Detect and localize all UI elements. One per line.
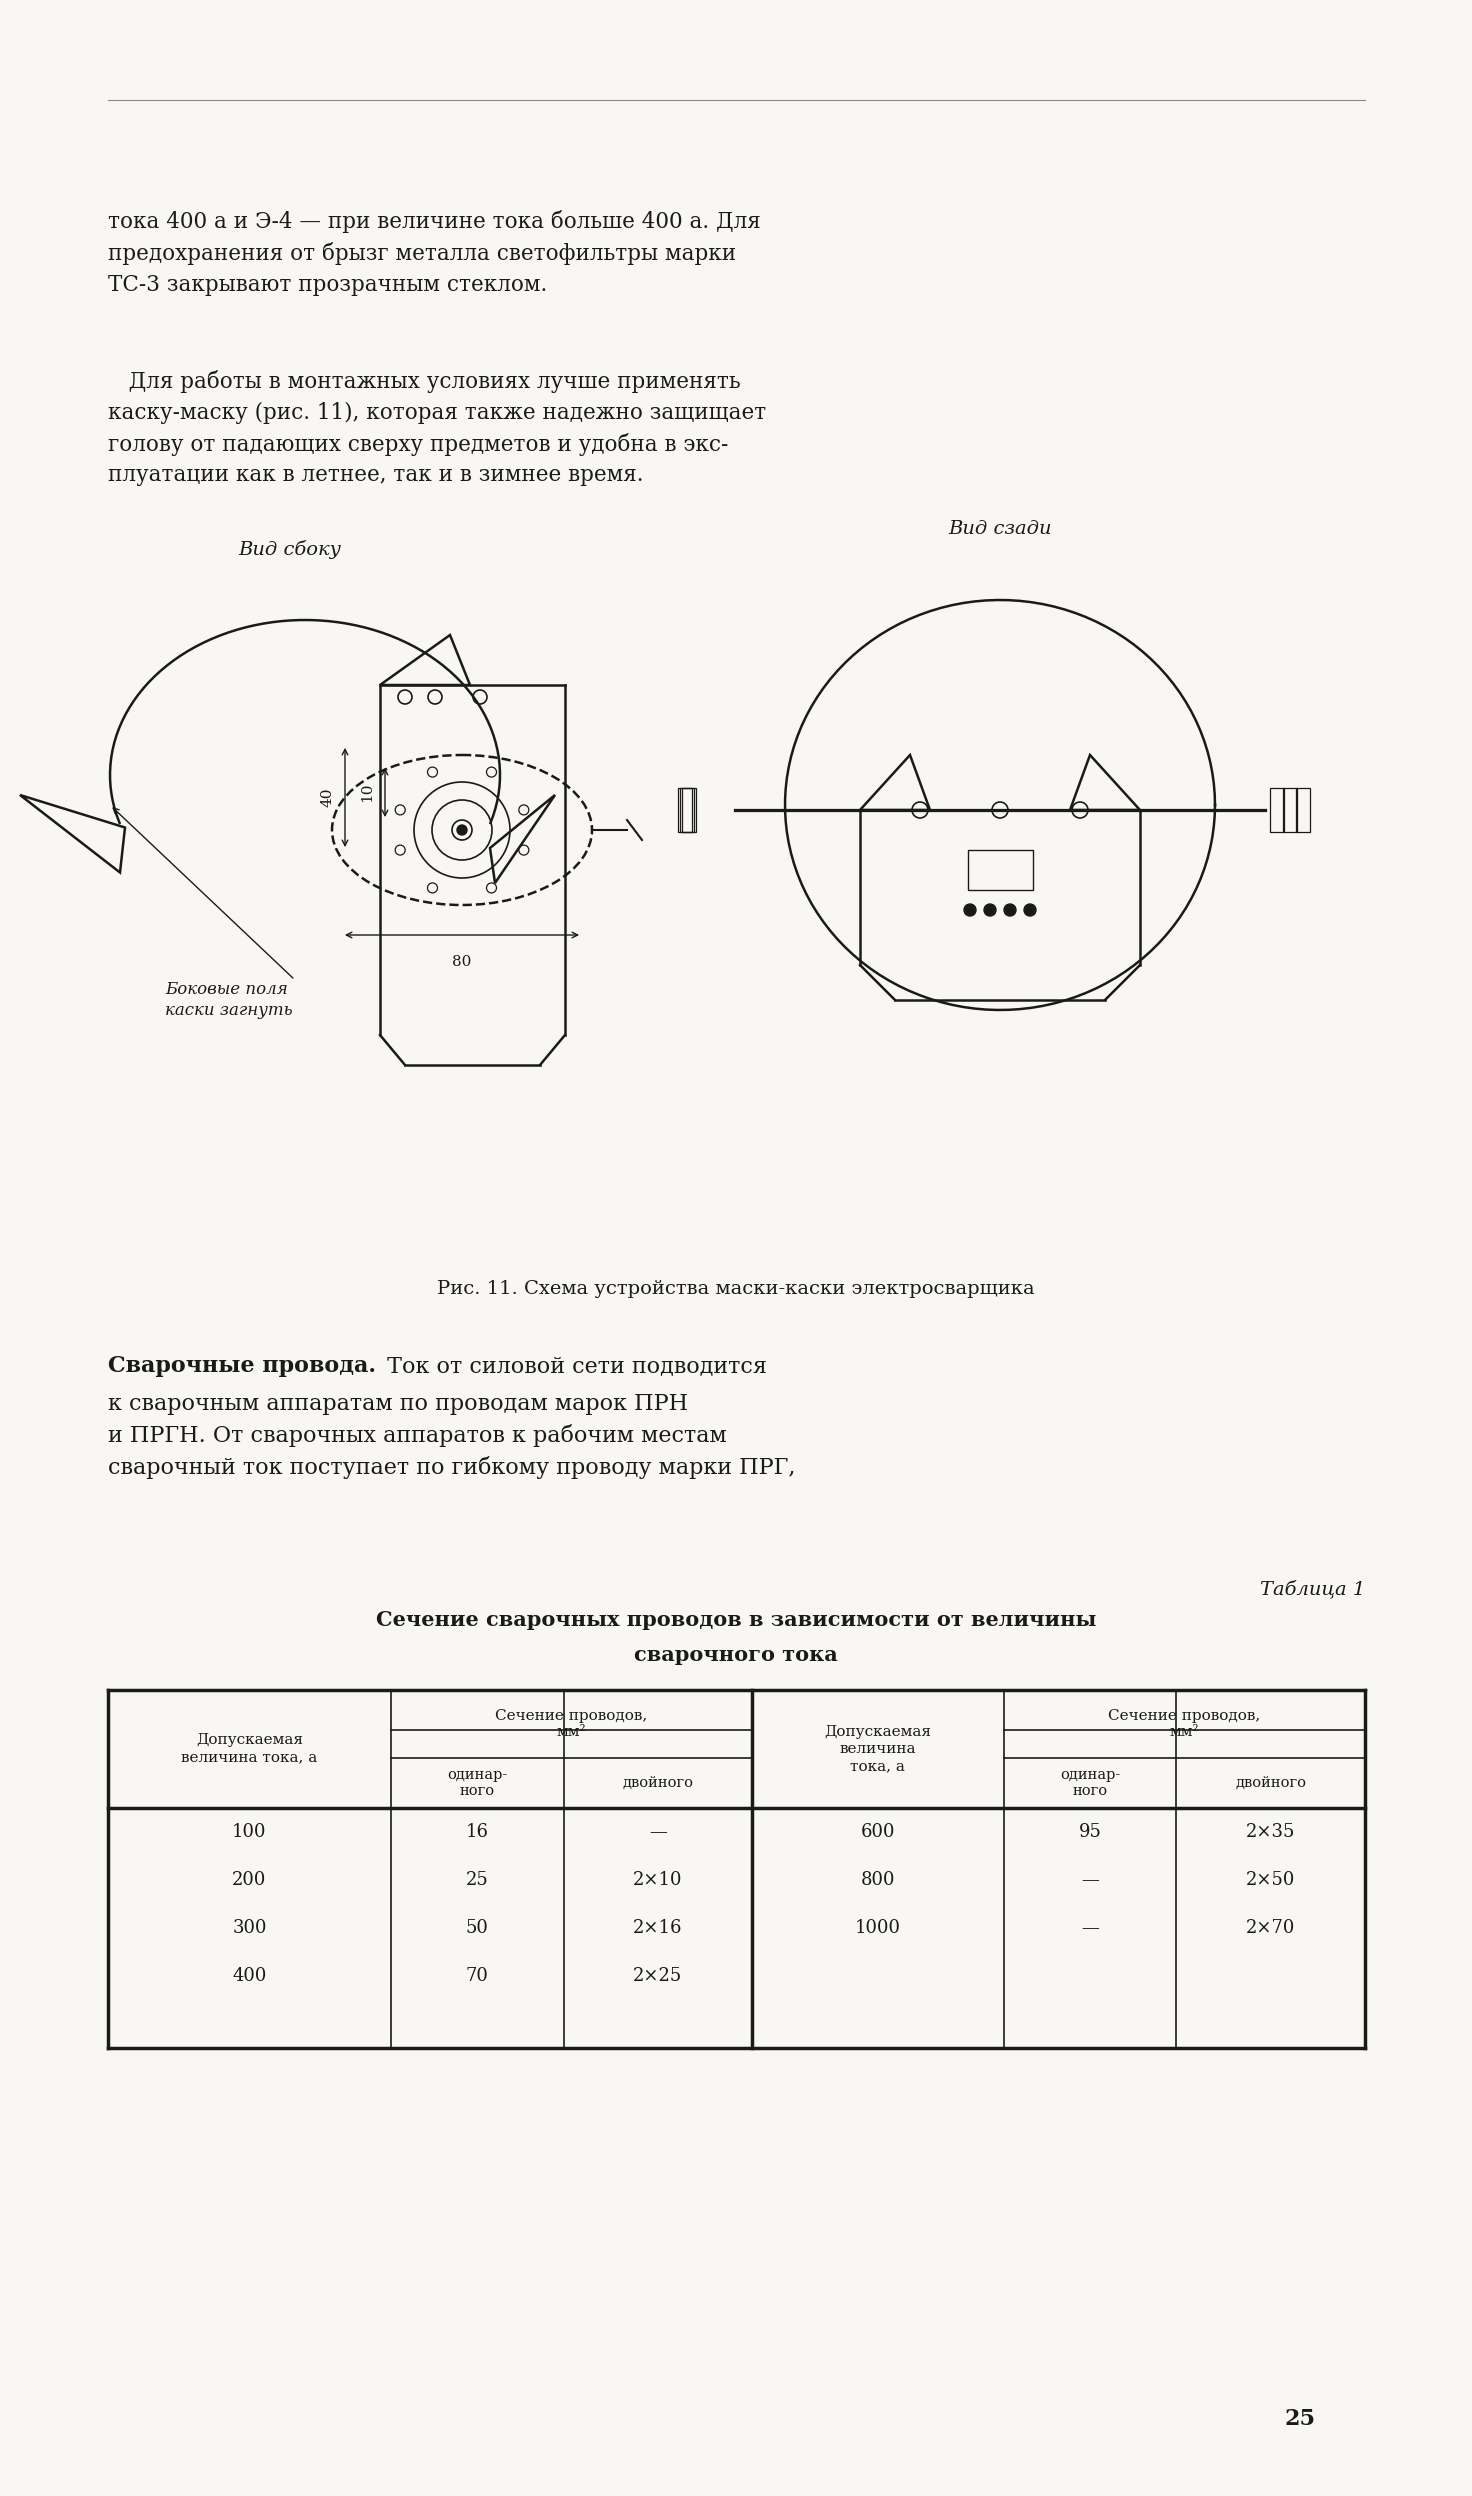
Text: 2×50: 2×50 [1245,1872,1295,1889]
Text: 70: 70 [465,1967,489,1984]
Text: 2×35: 2×35 [1245,1822,1295,1842]
Text: 80: 80 [452,956,471,968]
Text: 800: 800 [861,1872,895,1889]
Text: тока 400 а и Э-4 — при величине тока больше 400 а. Для
предохранения от брызг ме: тока 400 а и Э-4 — при величине тока бол… [107,210,761,295]
Text: 1000: 1000 [855,1919,901,1937]
Text: 10: 10 [361,784,374,801]
Text: 95: 95 [1079,1822,1101,1842]
Text: 400: 400 [233,1967,266,1984]
Text: 2×10: 2×10 [633,1872,683,1889]
Bar [967,851,1032,891]
Circle shape [964,904,976,916]
Text: 2×25: 2×25 [633,1967,683,1984]
Text: к сварочным аппаратам по проводам марок ПРН
и ПРГН. От сварочных аппаратов к раб: к сварочным аппаратам по проводам марок … [107,1393,795,1480]
Text: Сечение проводов,
мм²: Сечение проводов, мм² [1108,1710,1260,1740]
Text: двойного: двойного [623,1777,693,1790]
Text: 25: 25 [465,1872,489,1889]
Text: Ток от силовой сети подводится: Ток от силовой сети подводится [380,1355,767,1378]
Text: —: — [1080,1919,1100,1937]
Text: Сечение сварочных проводов в зависимости от величины: Сечение сварочных проводов в зависимости… [375,1610,1097,1630]
Bar [1284,789,1297,831]
Text: Допускаемая
величина
тока, а: Допускаемая величина тока, а [824,1725,932,1772]
Circle shape [1004,904,1016,916]
Text: —: — [1080,1872,1100,1889]
Text: Таблица 1: Таблица 1 [1260,1580,1365,1597]
Bar [1270,789,1284,831]
Text: одинар-
ного: одинар- ного [447,1767,508,1797]
Circle shape [456,826,467,836]
Bar [680,789,693,831]
Text: 2×16: 2×16 [633,1919,683,1937]
Text: 200: 200 [233,1872,266,1889]
Text: 300: 300 [233,1919,266,1937]
Text: 40: 40 [319,789,334,806]
Text: 100: 100 [233,1822,266,1842]
Circle shape [1025,904,1036,916]
Text: Вид сбоку: Вид сбоку [238,539,342,559]
Text: Вид сзади: Вид сзади [948,519,1052,539]
Text: двойного: двойного [1235,1777,1306,1790]
Text: —: — [649,1822,667,1842]
Text: 600: 600 [861,1822,895,1842]
Circle shape [983,904,997,916]
Text: сварочного тока: сварочного тока [634,1645,838,1665]
Text: 2×70: 2×70 [1245,1919,1295,1937]
Text: 50: 50 [465,1919,489,1937]
Text: Для работы в монтажных условиях лучше применять
каску-маску (рис. 11), которая т: Для работы в монтажных условиях лучше пр… [107,369,767,487]
Text: Боковые поля
каски загнуть: Боковые поля каски загнуть [165,981,293,1018]
Text: Рис. 11. Схема устройства маски-каски электросварщика: Рис. 11. Схема устройства маски-каски эл… [437,1280,1035,1298]
Bar [1295,789,1310,831]
Text: одинар-
ного: одинар- ного [1060,1767,1120,1797]
Text: Допускаемая
величина тока, а: Допускаемая величина тока, а [181,1732,318,1765]
Text: 16: 16 [465,1822,489,1842]
Text: Сечение проводов,
мм²: Сечение проводов, мм² [496,1710,648,1740]
Text: 25: 25 [1285,2409,1316,2431]
Text: Сварочные провода.: Сварочные провода. [107,1355,375,1378]
Bar [679,789,692,831]
Bar [682,789,696,831]
